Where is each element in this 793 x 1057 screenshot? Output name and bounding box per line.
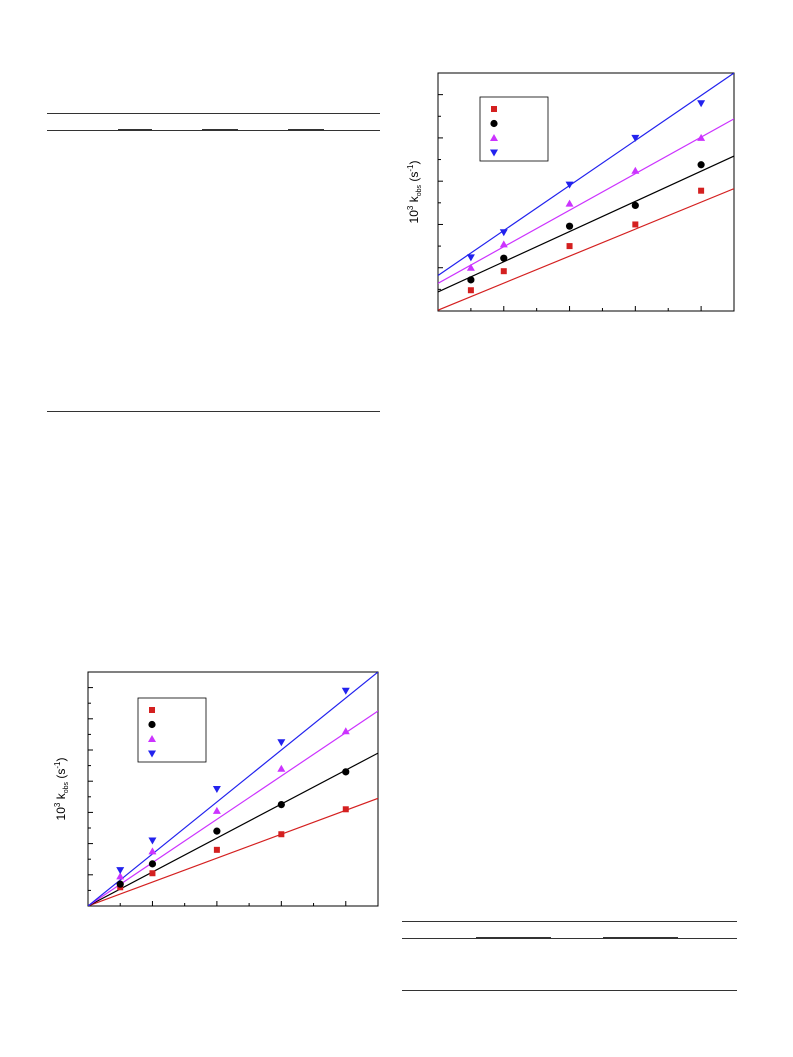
y-axis-label-exp: 3: [53, 802, 62, 807]
table1-top-rule: [47, 113, 380, 114]
series-1-point: [566, 243, 573, 250]
series-4-point: [116, 867, 125, 875]
series-1-point: [467, 287, 474, 294]
series-4-point: [277, 739, 286, 747]
y-axis-label-exp: 3: [406, 205, 415, 210]
y-axis-label-close: ): [407, 161, 421, 165]
table1-group-rule-1: [118, 129, 152, 131]
series-4-point: [212, 786, 221, 793]
legend-marker-1: [491, 106, 497, 112]
series-1-point: [213, 846, 220, 853]
series-4-point: [341, 687, 350, 695]
y-axis-label: 103 kobs (s-1): [406, 161, 423, 224]
series-2-point: [277, 801, 285, 809]
y-axis-label-unit: (s: [407, 172, 421, 185]
series-1-point: [500, 268, 507, 275]
series-1-point: [632, 221, 639, 228]
y-axis-label-base: 10: [407, 210, 421, 224]
kobs-chart-bottom-left: 103 kobs (s-1): [53, 671, 379, 907]
legend-marker-2: [490, 119, 498, 128]
series-1-point: [698, 187, 705, 194]
plot-frame: [87, 671, 379, 907]
table2-group-rule-2: [603, 937, 678, 939]
fit-line-2: [438, 155, 734, 293]
y-axis-label-base: 10: [54, 807, 68, 821]
series-3-point: [631, 166, 640, 174]
legend-marker-1: [149, 707, 155, 713]
fit-line-3: [438, 118, 734, 284]
series-4-point: [565, 181, 574, 189]
legend-box: [479, 96, 549, 162]
table1-bottom-rule: [47, 411, 380, 412]
kobs-chart-top-right: 103 kobs (s-1): [406, 72, 735, 312]
table2-top-rule: [402, 921, 737, 922]
series-4-point: [499, 229, 508, 237]
series-3-point: [212, 806, 221, 814]
fit-line-3: [88, 710, 378, 906]
legend-marker-4: [490, 149, 498, 157]
series-3-point: [565, 199, 574, 207]
legend-marker-3: [490, 134, 498, 141]
series-2-point: [565, 222, 574, 230]
fit-line-2: [88, 752, 378, 906]
y-axis-label-unit: (s: [54, 769, 68, 782]
series-2-point: [697, 161, 705, 169]
table2-bottom-rule: [402, 990, 737, 991]
series-3-point: [341, 727, 350, 735]
series-2-point: [631, 201, 639, 210]
series-4-point: [697, 100, 706, 108]
table1-header-rule: [47, 130, 380, 131]
series-3-point: [499, 240, 508, 248]
fit-line-4: [438, 73, 734, 277]
y-axis-label-k: k: [407, 195, 421, 205]
series-2-point: [148, 860, 157, 868]
series-2-point: [213, 827, 221, 835]
series-1-point: [149, 870, 156, 877]
series-3-point: [697, 133, 706, 141]
table2-group-rule-1: [476, 937, 551, 939]
y-axis-label-sub: obs: [63, 782, 70, 794]
table1-group-rule-2: [202, 129, 238, 131]
series-2-point: [500, 254, 508, 262]
fit-line-4: [88, 672, 378, 906]
series-3-point: [116, 872, 125, 880]
y-axis-label-k: k: [54, 792, 68, 802]
legend-marker-4: [148, 750, 156, 758]
series-3-point: [148, 847, 157, 855]
y-axis-label-close: ): [54, 758, 68, 762]
y-axis-label: 103 kobs (s-1): [53, 758, 70, 821]
y-axis-label-unit-exp: -1: [53, 761, 62, 769]
fit-line-1: [438, 188, 734, 311]
plot-frame: [437, 72, 735, 312]
series-2-point: [342, 768, 350, 776]
series-4-point: [148, 837, 157, 845]
series-1-point: [278, 831, 285, 838]
legend-marker-2: [148, 720, 156, 729]
legend-marker-3: [148, 735, 156, 742]
y-axis-label-unit-exp: -1: [406, 164, 415, 172]
legend-box: [137, 697, 207, 763]
series-4-point: [466, 254, 475, 262]
table2-header-rule: [402, 938, 737, 939]
fit-line-1: [88, 797, 378, 906]
series-2-point: [116, 880, 124, 888]
series-1-point: [342, 806, 349, 813]
series-3-point: [466, 263, 475, 271]
series-3-point: [277, 764, 286, 772]
table1-group-rule-3: [288, 129, 324, 131]
y-axis-label-sub: obs: [416, 185, 423, 197]
series-2-point: [467, 276, 475, 284]
series-4-point: [631, 134, 640, 142]
